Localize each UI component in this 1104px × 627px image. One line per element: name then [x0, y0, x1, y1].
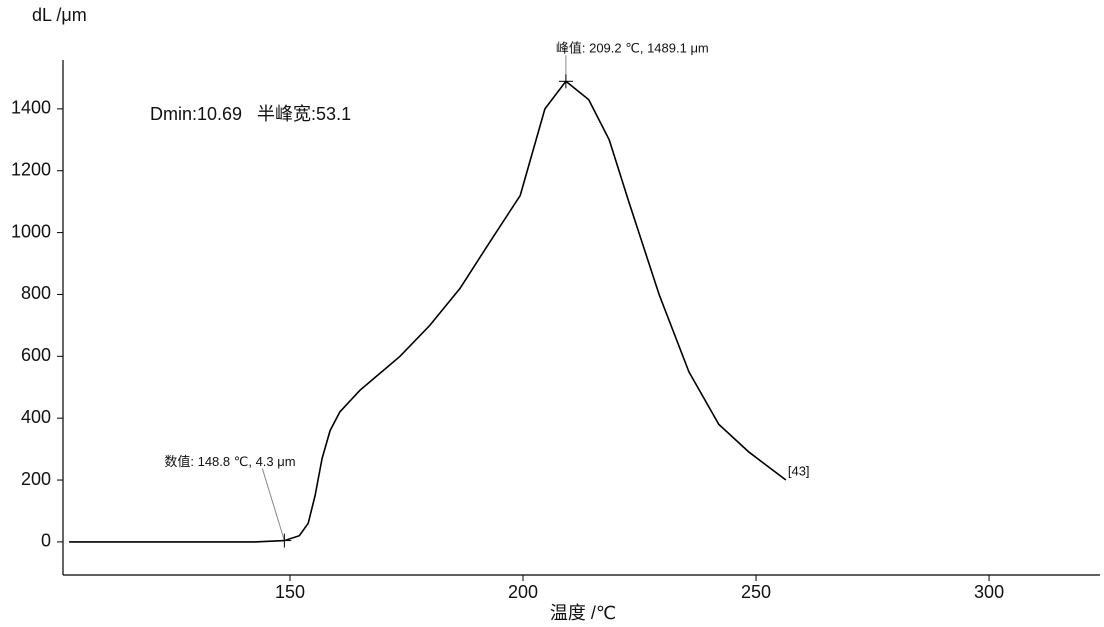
annotation-text: 峰值: 209.2 ℃, 1489.1 μm	[556, 41, 709, 56]
x-tick-label: 250	[741, 582, 771, 602]
y-tick-label: 0	[41, 531, 51, 551]
x-tick-label: 150	[275, 582, 305, 602]
y-axis-label: dL /μm	[32, 5, 87, 25]
y-tick-label: 1400	[11, 98, 51, 118]
x-axis-label: 温度 /℃	[550, 603, 616, 623]
y-tick-label: 400	[21, 407, 51, 427]
y-tick-label: 1200	[11, 159, 51, 179]
y-tick-label: 600	[21, 345, 51, 365]
y-tick-label: 1000	[11, 221, 51, 241]
end-label: [43]	[788, 463, 810, 478]
data-line	[69, 80, 787, 543]
x-tick-label: 300	[974, 582, 1004, 602]
info-text: Dmin:10.69 半峰宽:53.1	[150, 104, 351, 124]
y-tick-label: 800	[21, 283, 51, 303]
annotation-leader	[261, 468, 285, 541]
y-tick-label: 200	[21, 469, 51, 489]
x-tick-label: 200	[508, 582, 538, 602]
annotation-text: 数值: 148.8 ℃, 4.3 μm	[164, 454, 295, 469]
